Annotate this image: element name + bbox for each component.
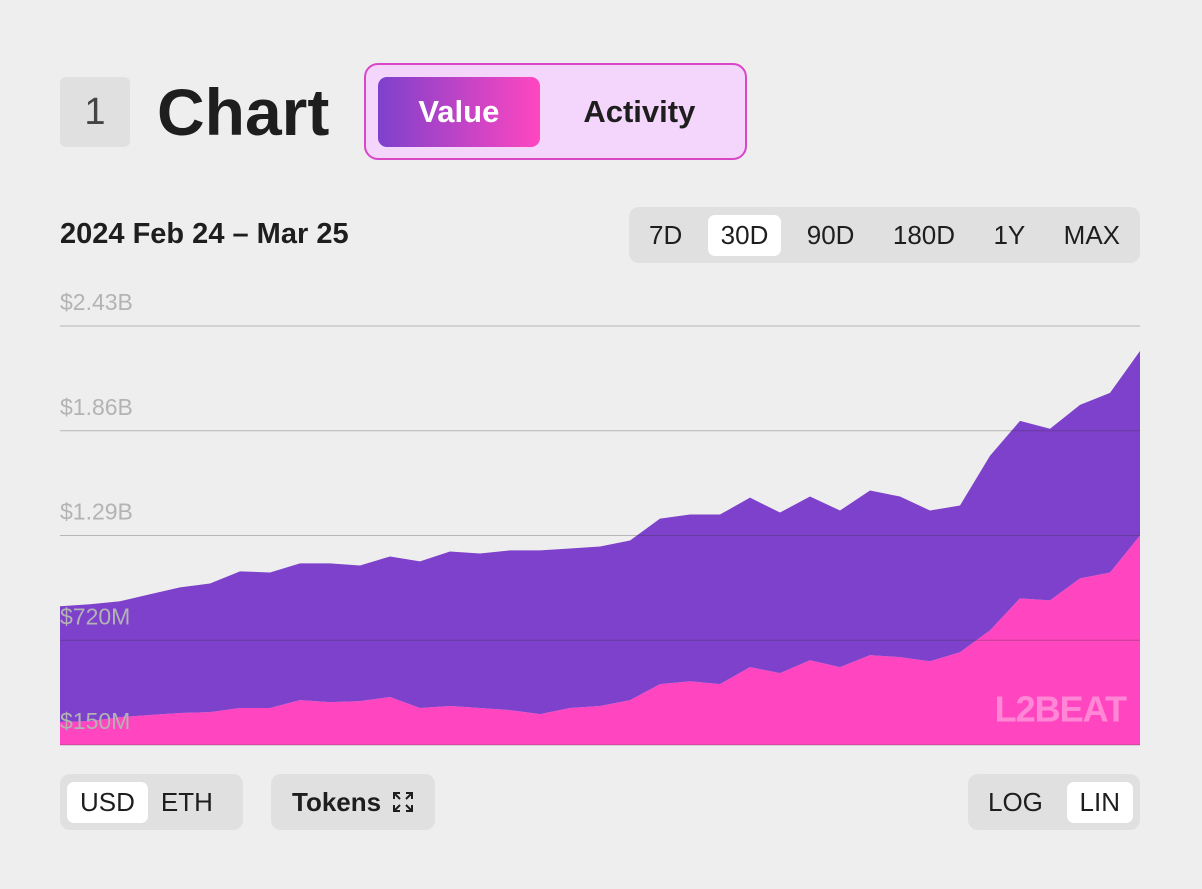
toggle-button[interactable]: 7D [649,219,683,250]
toggle-button[interactable]: ETH [160,786,213,817]
toggle-button[interactable]: LOG [988,786,1043,817]
tokens-button[interactable]: Tokens [271,774,435,830]
toggle-button[interactable]: 30D [707,214,782,256]
tab[interactable]: Activity [583,93,696,129]
y-tick-label: $1.86B [60,394,133,420]
area [60,535,1140,745]
area [60,350,1140,723]
tab-switch: Value Activity [364,63,747,160]
toggle-button[interactable]: 180D [892,219,956,250]
y-tick-label: $2.43B [60,289,133,315]
date-range: 2024 Feb 24 – Mar 25 [60,218,349,250]
currency-selector: USD ETH [60,774,243,830]
y-tick-label: $720M [60,603,130,629]
watermark: L2BEAT [995,689,1127,730]
section-title: Chart [157,75,330,149]
toggle-button[interactable]: MAX [1063,219,1120,250]
toggle-button[interactable]: USD [67,781,148,823]
toggle-button[interactable]: 90D [806,219,855,250]
tab[interactable]: Value [378,76,540,147]
tokens-label: Tokens [292,786,382,817]
toggle-button[interactable]: LIN [1066,781,1133,823]
range-selector: 7D 30D 90D 180D 1Y MAX [629,207,1140,263]
toggle-button[interactable]: 1Y [993,219,1026,250]
section-number: 1 [60,77,130,147]
y-tick-label: $1.29B [60,499,133,525]
expand-icon [393,792,414,812]
y-tick-label: $150M [60,708,130,734]
scale-selector: LOG LIN [968,774,1140,830]
